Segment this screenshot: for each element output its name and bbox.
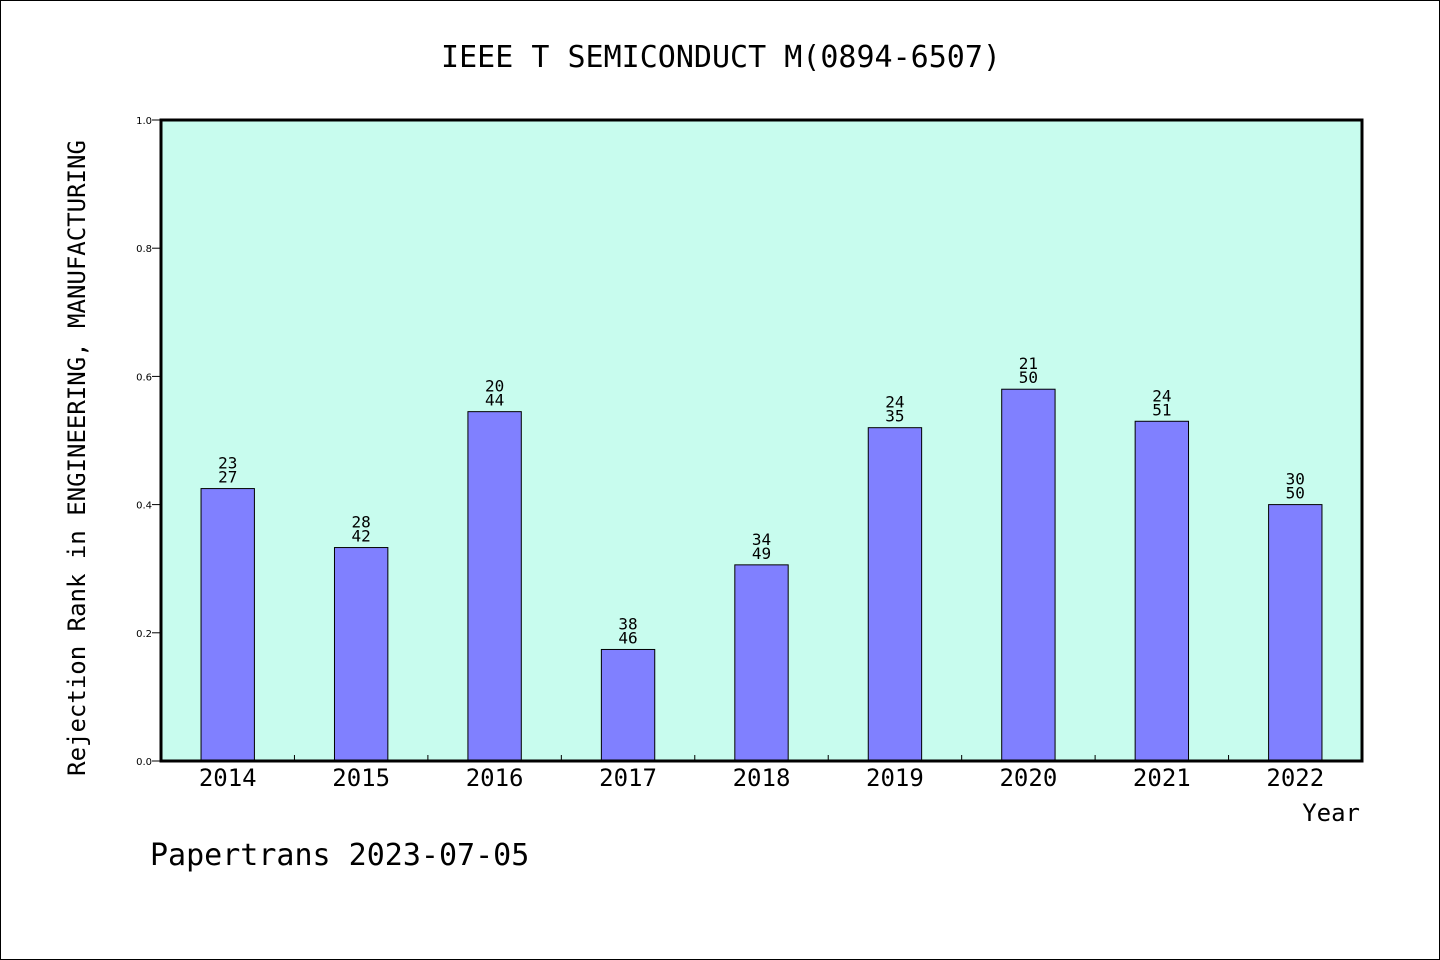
y-tick-label: 0.0 — [136, 757, 152, 768]
x-tick-label: 2021 — [1133, 764, 1191, 792]
bar-2020 — [1001, 388, 1056, 762]
bar-2016 — [467, 411, 522, 762]
bar-label-bottom: 50 — [1286, 484, 1305, 503]
bar-label-top: 34 — [752, 530, 771, 549]
x-tick-label: 2019 — [866, 764, 924, 792]
bar-2017 — [600, 648, 656, 762]
y-tick-label: 1.0 — [136, 116, 152, 127]
bar-2022 — [1268, 504, 1323, 762]
bar-label-bottom: 50 — [1019, 368, 1038, 387]
x-tick-label: 2020 — [999, 764, 1057, 792]
y-tick-label: 0.4 — [136, 501, 152, 512]
bar-label-top: 23 — [218, 454, 237, 473]
bar-label-top: 28 — [352, 513, 371, 532]
bar-label-bottom: 44 — [485, 391, 504, 410]
bar-label-top: 38 — [618, 614, 637, 633]
x-axis: 2014 2015 2016 2017 2018 2019 2020 2021 2022 — [199, 755, 1324, 792]
bar-label-top: 20 — [485, 377, 504, 396]
bar-label-top: 24 — [1152, 386, 1171, 405]
y-tick-label: 0.6 — [136, 372, 152, 383]
bar-label-bottom: 42 — [352, 527, 371, 546]
chart-title: IEEE T SEMICONDUCT M(0894-6507) — [441, 40, 1001, 75]
bar-label-bottom: 46 — [618, 628, 637, 647]
y-tick-label: 0.8 — [136, 244, 152, 255]
bar-2018 — [734, 564, 789, 762]
x-tick-label: 2018 — [733, 764, 791, 792]
x-axis-label: Year — [1302, 799, 1360, 827]
x-tick-label: 2016 — [466, 764, 524, 792]
y-tick-label: 0.2 — [136, 629, 152, 640]
y-axis: 0.0 0.2 0.4 0.6 0.8 1.0 — [136, 116, 161, 768]
footer-credit: Papertrans 2023-07-05 — [150, 838, 529, 873]
bar-2021 — [1134, 420, 1190, 762]
bar-label-top: 21 — [1019, 354, 1038, 373]
x-tick-label: 2017 — [599, 764, 657, 792]
plot-frame — [159, 118, 1364, 763]
bar-label-bottom: 51 — [1152, 400, 1171, 419]
bar-2015 — [333, 547, 389, 762]
x-tick-label: 2022 — [1266, 764, 1324, 792]
bar-label-bottom: 35 — [885, 407, 904, 426]
x-tick-label: 2014 — [199, 764, 257, 792]
y-axis-label: Rejection Rank in ENGINEERING, MANUFACTU… — [63, 140, 91, 776]
bar-label-bottom: 49 — [752, 544, 771, 563]
bar-label-bottom: 27 — [218, 468, 237, 487]
bar-label-top: 24 — [885, 393, 904, 412]
x-tick-label: 2015 — [332, 764, 390, 792]
bar-2019 — [867, 427, 923, 762]
bar-2014 — [200, 488, 255, 762]
bar-label-top: 30 — [1286, 470, 1305, 489]
